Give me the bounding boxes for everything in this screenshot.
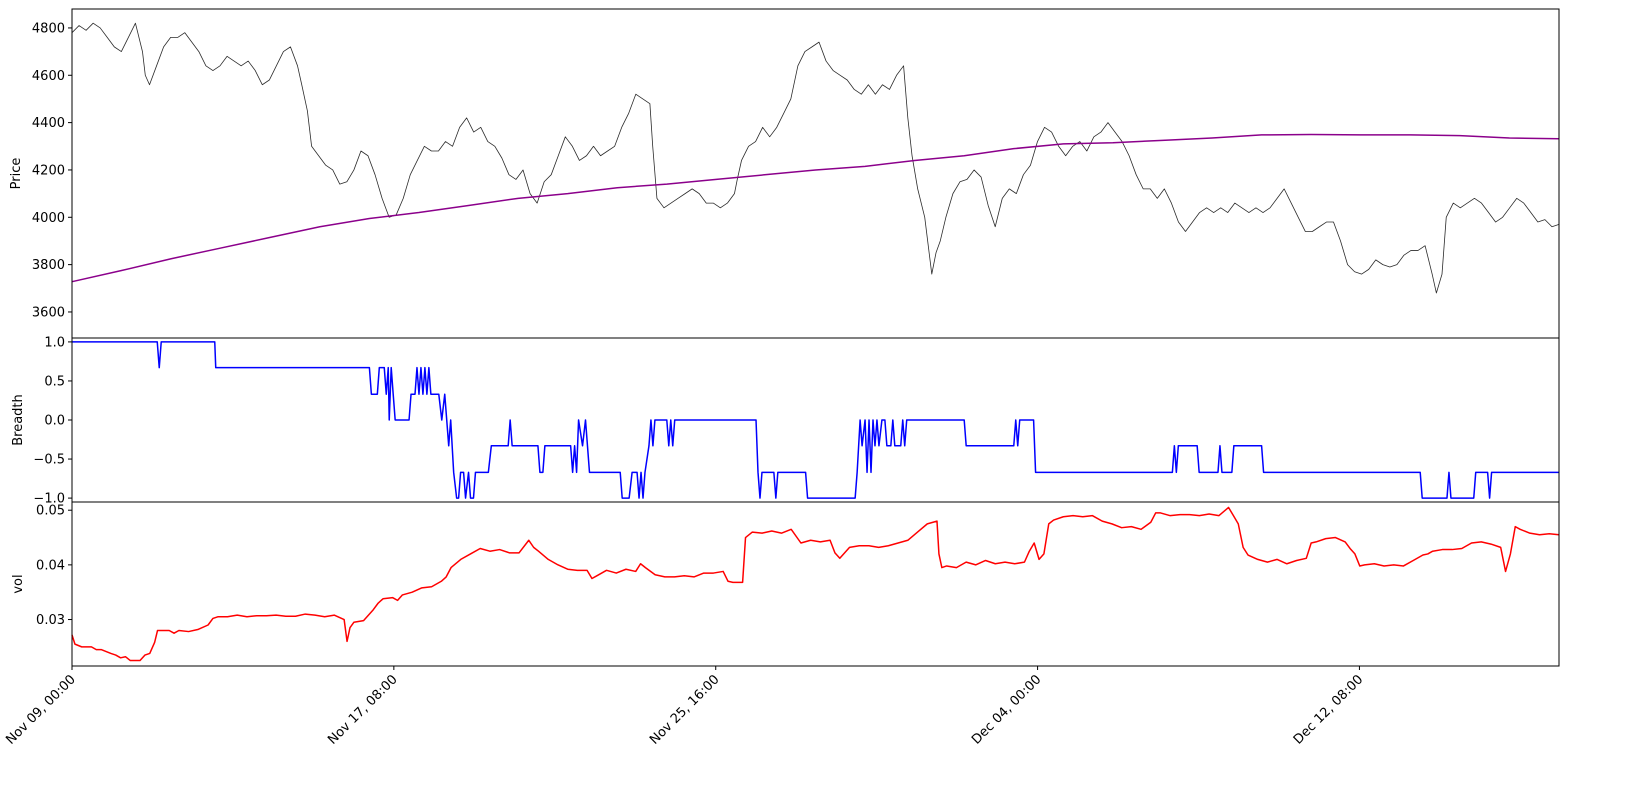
plot-frame-vol: [71, 501, 1560, 667]
breadth-axis-label: Breadth: [11, 394, 26, 446]
y-tick-label-price: 3800: [32, 258, 65, 273]
vol-panel: 0.03 0.04 0.05: [36, 501, 1560, 667]
y-tick-label-breadth: −1.0: [33, 492, 65, 507]
y-tick-label-vol: 0.05: [36, 504, 65, 519]
y-tick-label-vol: 0.04: [36, 558, 65, 573]
y-tick-label-price: 4600: [32, 69, 65, 84]
y-tick-label-price: 4000: [32, 211, 65, 226]
price-axis-label: Price: [9, 158, 24, 190]
y-tick-label-breadth: −0.5: [33, 453, 65, 468]
y-tick-label-price: 3600: [32, 305, 65, 320]
vol-axis-label: vol: [11, 574, 26, 593]
price-panel: 3600 3800 4000 4200 4400 4600 4800: [32, 8, 1560, 339]
series-line-vol-0: [71, 506, 1560, 662]
y-tick-label-vol: 0.03: [36, 613, 65, 628]
y-tick-label-breadth: 1.0: [44, 335, 65, 350]
y-tick-label-price: 4400: [32, 116, 65, 131]
series-line-price-1: [71, 133, 1560, 283]
series-line-breadth-0: [72, 341, 1559, 499]
y-tick-label-breadth: 0.0: [44, 414, 65, 429]
y-tick-label-price: 4800: [32, 21, 65, 36]
series-line-price-0: [71, 22, 1560, 294]
y-tick-label-price: 4200: [32, 163, 65, 178]
y-tick-label-breadth: 0.5: [44, 374, 65, 389]
